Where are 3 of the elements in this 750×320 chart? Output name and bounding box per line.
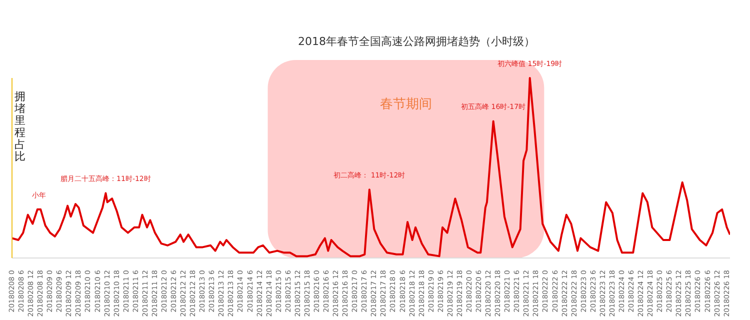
y-axis-title: 拥堵里程占比	[14, 90, 26, 163]
chart-title: 2018年春节全国高速公路网拥堵趋势（小时级）	[298, 34, 535, 49]
band-label: 春节期间	[380, 97, 432, 112]
